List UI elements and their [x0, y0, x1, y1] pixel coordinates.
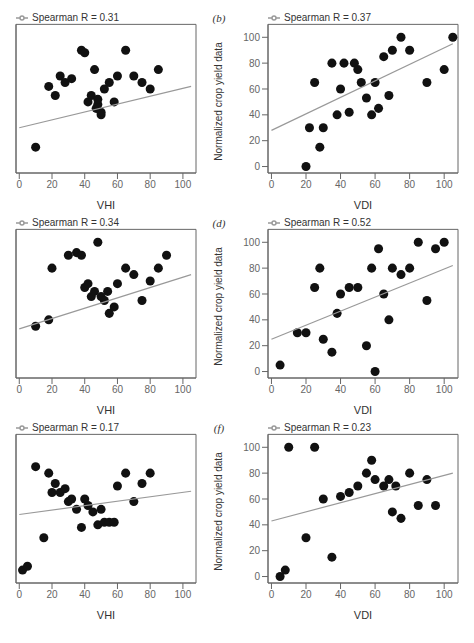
svg-text:20: 20	[46, 384, 58, 395]
svg-text:VDI: VDI	[354, 199, 372, 211]
svg-text:100: 100	[436, 179, 453, 190]
svg-text:60: 60	[112, 384, 124, 395]
svg-text:40: 40	[249, 314, 261, 325]
svg-text:40: 40	[249, 519, 261, 530]
svg-text:0: 0	[269, 179, 275, 190]
svg-text:100: 100	[436, 589, 453, 600]
svg-text:0: 0	[254, 366, 260, 377]
svg-text:0: 0	[16, 179, 22, 190]
svg-text:0: 0	[269, 384, 275, 395]
svg-text:60: 60	[249, 84, 261, 95]
svg-text:100: 100	[436, 384, 453, 395]
html-text:Spearman R = 0.23: Spearman R = 0.23	[284, 422, 371, 433]
svg-text:20: 20	[46, 179, 58, 190]
svg-text:VHI: VHI	[97, 199, 115, 211]
svg-text:40: 40	[249, 109, 261, 120]
html-text:Spearman R = 0.31: Spearman R = 0.31	[32, 12, 119, 23]
svg-text:Normalized crop yield data: Normalized crop yield data	[213, 42, 224, 161]
svg-text:40: 40	[335, 179, 347, 190]
svg-text:80: 80	[404, 384, 416, 395]
svg-text:0: 0	[254, 571, 260, 582]
svg-text:Normalized crop yield data: Normalized crop yield data	[213, 452, 224, 571]
svg-text:20: 20	[300, 384, 312, 395]
svg-text:20: 20	[46, 589, 58, 600]
svg-text:60: 60	[370, 179, 382, 190]
svg-text:40: 40	[79, 384, 91, 395]
svg-text:40: 40	[335, 384, 347, 395]
svg-text:20: 20	[249, 545, 261, 556]
svg-text:100: 100	[175, 589, 192, 600]
svg-text:0: 0	[16, 589, 22, 600]
svg-text:100: 100	[243, 32, 260, 43]
svg-text:60: 60	[112, 589, 124, 600]
svg-text:60: 60	[249, 494, 261, 505]
svg-text:(b): (b)	[213, 12, 226, 25]
html-text:Spearman R = 0.34: Spearman R = 0.34	[32, 217, 119, 228]
svg-text:VDI: VDI	[354, 609, 372, 621]
svg-text:Normalized crop yield data: Normalized crop yield data	[213, 247, 224, 366]
svg-text:20: 20	[249, 340, 261, 351]
svg-text:60: 60	[112, 179, 124, 190]
html-text:Spearman R = 0.52: Spearman R = 0.52	[284, 217, 371, 228]
svg-text:100: 100	[243, 237, 260, 248]
svg-text:80: 80	[404, 179, 416, 190]
svg-text:80: 80	[249, 468, 261, 479]
svg-text:40: 40	[79, 179, 91, 190]
svg-text:20: 20	[249, 135, 261, 146]
svg-text:(f): (f)	[214, 422, 225, 435]
svg-text:VHI: VHI	[97, 609, 115, 621]
svg-text:40: 40	[335, 589, 347, 600]
svg-text:40: 40	[79, 589, 91, 600]
svg-text:80: 80	[249, 263, 261, 274]
svg-text:80: 80	[145, 179, 157, 190]
svg-text:100: 100	[243, 442, 260, 453]
svg-text:100: 100	[175, 384, 192, 395]
svg-text:80: 80	[145, 589, 157, 600]
svg-text:80: 80	[404, 589, 416, 600]
svg-text:20: 20	[300, 179, 312, 190]
svg-text:80: 80	[145, 384, 157, 395]
svg-text:0: 0	[16, 384, 22, 395]
svg-text:0: 0	[269, 589, 275, 600]
svg-text:(d): (d)	[213, 217, 226, 230]
svg-text:100: 100	[175, 179, 192, 190]
html-text:Spearman R = 0.17: Spearman R = 0.17	[32, 422, 119, 433]
svg-text:0: 0	[254, 161, 260, 172]
svg-text:60: 60	[370, 384, 382, 395]
html-text:Spearman R = 0.37: Spearman R = 0.37	[284, 12, 371, 23]
svg-text:20: 20	[300, 589, 312, 600]
svg-text:VHI: VHI	[97, 404, 115, 416]
svg-text:60: 60	[249, 289, 261, 300]
svg-text:80: 80	[249, 58, 261, 69]
svg-text:VDI: VDI	[354, 404, 372, 416]
svg-text:60: 60	[370, 589, 382, 600]
